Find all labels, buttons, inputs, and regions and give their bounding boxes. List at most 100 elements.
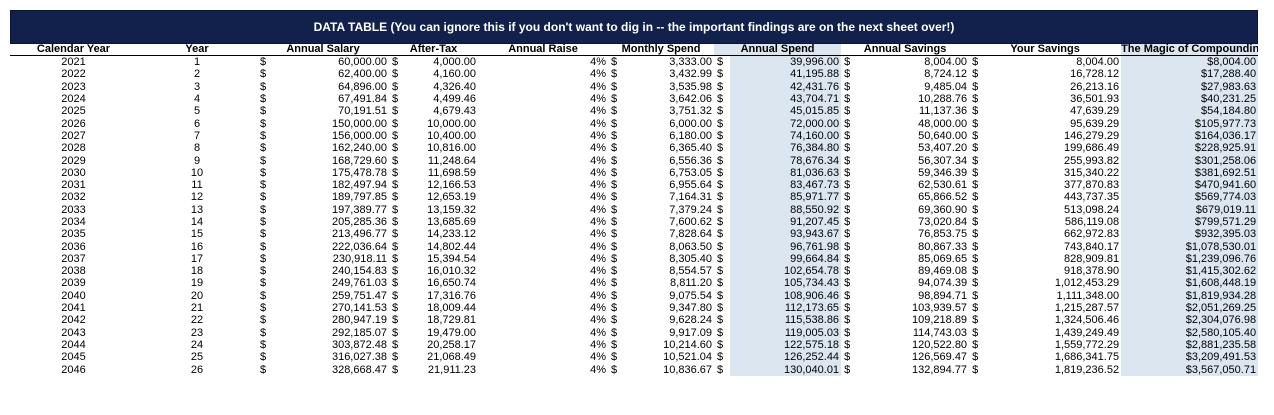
cell-monthly[interactable]: 6,753.05 [669,166,713,179]
cell-savings[interactable]: 50,640.00 [918,129,968,142]
cell-year[interactable]: 10 [190,166,204,179]
dollar-sign-cell[interactable]: $ [260,105,267,118]
dollar-sign-cell[interactable]: $ [392,142,399,155]
cell-salary[interactable]: 205,285.36 [331,216,388,228]
cell-calendar-year[interactable]: 2037 [61,252,86,265]
col-header-your-savings[interactable]: Your Savings [969,44,1122,56]
dollar-sign-cell[interactable]: $ [717,142,724,155]
cell-calendar-year[interactable]: 2026 [61,117,86,130]
cell-salary[interactable]: 197,389.77 [331,203,388,216]
cell-savings[interactable]: 126,569.47 [912,351,968,364]
cell-year[interactable]: 6 [193,117,201,130]
dollar-sign-cell[interactable]: $ [972,68,979,81]
cell-calendar-year[interactable]: 2034 [61,216,86,228]
dollar-sign-cell[interactable]: $ [611,252,618,265]
cell-savings[interactable]: 120,522.80 [912,338,968,351]
cell-year[interactable]: 16 [190,240,204,253]
dollar-sign-cell[interactable]: $ [611,80,618,93]
cell-spend[interactable]: 115,538.86 [730,314,842,327]
dollar-sign-cell[interactable]: $ [972,302,979,315]
cell-calendar-year[interactable]: 2036 [61,240,86,253]
cell-magic[interactable]: $799,571.29 [1121,215,1258,229]
cell-monthly[interactable]: 10,214.60 [663,338,713,351]
cell-monthly[interactable]: 8,063.50 [669,240,713,253]
cell-calendar-year[interactable]: 2025 [61,105,86,118]
cell-your-savings[interactable]: 1,819,236.52 [1054,363,1120,376]
dollar-sign-cell[interactable]: $ [972,56,979,69]
dollar-sign-cell[interactable]: $ [717,117,724,130]
dollar-sign-cell[interactable]: $ [717,154,724,167]
dollar-sign-cell[interactable]: $ [844,252,851,265]
cell-magic[interactable]: $2,881,235.58 [1121,338,1258,352]
dollar-sign-cell[interactable]: $ [392,68,399,81]
dollar-sign-cell[interactable]: $ [717,68,724,81]
cell-calendar-year[interactable]: 2045 [61,351,86,364]
cell-year[interactable]: 1 [193,56,201,69]
cell-spend[interactable]: 93,943.67 [730,228,842,241]
cell-salary[interactable]: 328,668.47 [331,363,388,376]
cell-year[interactable]: 22 [190,314,204,327]
dollar-sign-cell[interactable]: $ [260,56,267,69]
dollar-sign-cell[interactable]: $ [392,93,399,106]
cell-monthly[interactable]: 9,917.09 [669,326,713,339]
cell-savings[interactable]: 53,407.20 [918,142,968,155]
cell-savings[interactable]: 59,346.39 [918,166,968,179]
cell-monthly[interactable]: 6,955.64 [669,179,713,192]
cell-monthly[interactable]: 9,628.24 [669,314,713,327]
dollar-sign-cell[interactable]: $ [972,338,979,351]
dollar-sign-cell[interactable]: $ [844,105,851,118]
cell-your-savings[interactable]: 1,439,249.49 [1054,326,1120,339]
cell-monthly[interactable]: 7,600.62 [669,216,713,228]
cell-after-tax[interactable]: 12,653.19 [427,191,477,204]
cell-magic[interactable]: $470,941.60 [1121,178,1258,192]
cell-savings[interactable]: 11,137.36 [918,105,968,118]
dollar-sign-cell[interactable]: $ [260,117,267,130]
cell-raise[interactable]: 4% [590,228,607,241]
cell-your-savings[interactable]: 95,639.29 [1070,117,1120,130]
cell-spend[interactable]: 130,040.01 [730,363,842,376]
cell-magic[interactable]: $54,184.80 [1121,105,1258,118]
dollar-sign-cell[interactable]: $ [972,363,979,376]
cell-monthly[interactable]: 3,535.98 [669,80,713,93]
cell-magic[interactable]: $569,774.03 [1121,191,1258,204]
dollar-sign-cell[interactable]: $ [260,351,267,364]
cell-after-tax[interactable]: 18,729.81 [427,314,477,327]
dollar-sign-cell[interactable]: $ [972,105,979,118]
dollar-sign-cell[interactable]: $ [260,142,267,155]
cell-savings[interactable]: 9,485.04 [924,80,968,93]
cell-magic[interactable]: $381,692.51 [1121,166,1258,179]
cell-raise[interactable]: 4% [590,203,607,216]
dollar-sign-cell[interactable]: $ [717,93,724,106]
cell-spend[interactable]: 88,550.92 [730,203,842,216]
cell-raise[interactable]: 4% [590,166,607,179]
cell-monthly[interactable]: 8,811.20 [670,277,713,290]
cell-magic[interactable]: $40,231.25 [1121,92,1258,106]
cell-spend[interactable]: 41,195.88 [730,68,842,81]
cell-year[interactable]: 14 [190,216,204,228]
cell-monthly[interactable]: 8,305.40 [669,252,713,265]
cell-magic[interactable]: $2,051,269.25 [1121,301,1258,315]
dollar-sign-cell[interactable]: $ [260,191,267,204]
cell-magic[interactable]: $8,004.00 [1121,55,1258,69]
cell-spend[interactable]: 43,704.71 [730,92,842,106]
dollar-sign-cell[interactable]: $ [972,129,979,142]
cell-raise[interactable]: 4% [590,302,607,315]
cell-savings[interactable]: 85,069.65 [918,252,968,265]
dollar-sign-cell[interactable]: $ [844,68,851,81]
cell-after-tax[interactable]: 21,068.49 [427,351,477,364]
dollar-sign-cell[interactable]: $ [972,265,979,278]
cell-your-savings[interactable]: 16,728.12 [1070,68,1120,81]
cell-salary[interactable]: 156,000.00 [331,129,388,142]
col-header-after-tax[interactable]: After-Tax [389,44,479,56]
dollar-sign-cell[interactable]: $ [260,166,267,179]
dollar-sign-cell[interactable]: $ [392,105,399,118]
cell-calendar-year[interactable]: 2024 [61,93,86,106]
dollar-sign-cell[interactable]: $ [717,56,724,69]
cell-salary[interactable]: 249,761.03 [331,277,388,290]
dollar-sign-cell[interactable]: $ [717,277,724,290]
dollar-sign-cell[interactable]: $ [844,363,851,376]
cell-monthly[interactable]: 6,000.00 [669,117,713,130]
cell-calendar-year[interactable]: 2044 [61,338,86,351]
cell-magic[interactable]: $17,288.40 [1121,68,1258,81]
dollar-sign-cell[interactable]: $ [260,93,267,106]
